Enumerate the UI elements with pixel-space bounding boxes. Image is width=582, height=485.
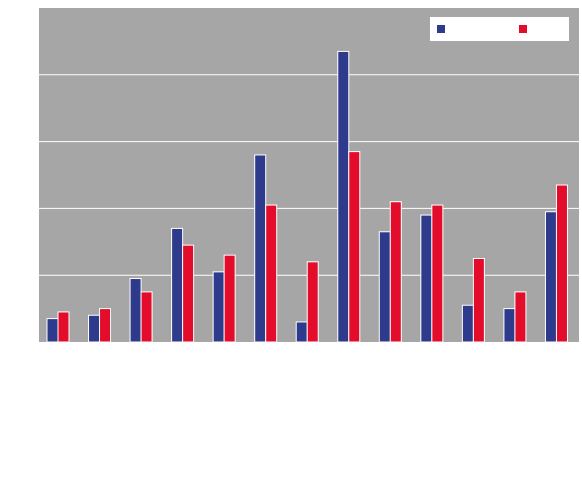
bar-series1-category4	[171, 227, 184, 343]
bar-series2-category7	[306, 261, 319, 343]
bar-series2-category2	[99, 308, 112, 343]
bar-series1-category6	[254, 154, 267, 343]
bar-series1-category8	[337, 50, 350, 343]
bar-series1-category13	[544, 211, 557, 343]
legend-marker-series1	[437, 25, 445, 33]
gridlines	[39, 74, 579, 276]
bar-series1-category10	[420, 214, 433, 343]
bar-series1-category7	[295, 321, 308, 343]
bar-series2-category10	[431, 204, 444, 343]
legend	[430, 17, 569, 41]
legend-box	[430, 17, 569, 41]
bar-series2-category9	[389, 201, 402, 343]
bar-series2-category5	[223, 254, 236, 343]
bar-series1-category2	[88, 314, 101, 343]
bars	[46, 50, 568, 343]
bar-series1-category11	[461, 304, 474, 343]
bar-series2-category4	[182, 244, 195, 343]
bar-series2-category12	[514, 291, 527, 343]
bar-series2-category11	[472, 258, 485, 343]
bar-series1-category12	[503, 308, 516, 343]
bar-series1-category1	[46, 318, 59, 343]
bar-series2-category1	[57, 311, 70, 343]
bar-series1-category9	[378, 231, 391, 343]
bar-series1-category5	[212, 271, 225, 343]
legend-marker-series2	[519, 25, 527, 33]
bar-series2-category6	[265, 204, 278, 343]
bar-series2-category3	[140, 291, 153, 343]
bar-series2-category8	[348, 151, 361, 343]
bar-series2-category13	[555, 184, 568, 343]
bar-series1-category3	[129, 278, 142, 343]
